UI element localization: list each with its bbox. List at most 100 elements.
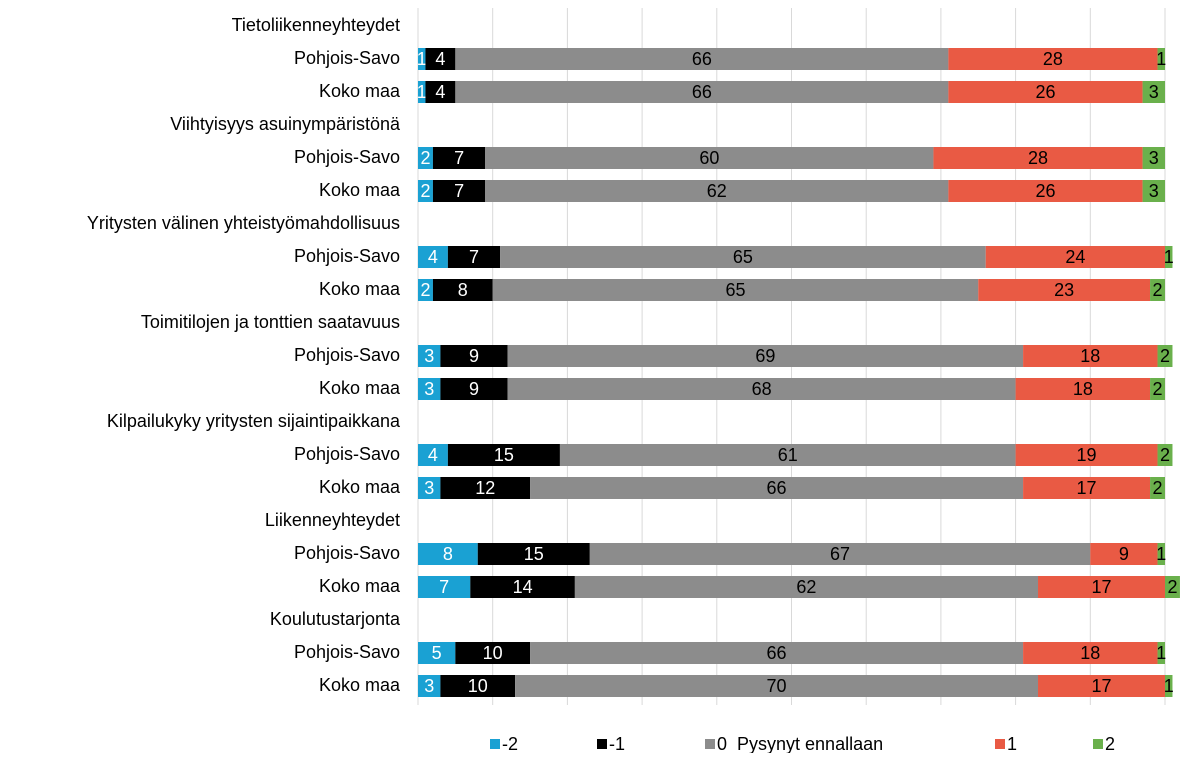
bar-segment [440,345,508,367]
bar-segment [1150,279,1165,301]
data-label: 1 [1156,643,1166,663]
legend-label: 1 [1007,734,1017,753]
data-label: 2 [1153,379,1163,399]
y-tick-label: Koko maa [319,378,401,398]
data-label: 66 [767,643,787,663]
legend-swatch [597,739,607,749]
data-label: 69 [755,346,775,366]
bar-segment [418,345,441,367]
bar-segment [1023,642,1158,664]
data-label: 15 [524,544,544,564]
y-tick-label: Pohjois-Savo [294,642,400,662]
bar-segment [500,246,986,268]
y-tick-label: Pohjois-Savo [294,444,400,464]
data-label: 24 [1065,247,1085,267]
bar-segment [418,180,433,202]
bar-segment [1157,444,1173,466]
legend-label: 0 Pysynyt ennallaan [717,734,883,753]
data-label: 5 [432,643,442,663]
bar-segment [1038,675,1165,697]
bar-segment [440,378,508,400]
data-label: 1 [417,49,427,69]
data-label: 2 [1167,577,1177,597]
data-label: 14 [513,577,533,597]
data-label: 17 [1091,577,1111,597]
data-label: 70 [767,676,787,696]
data-label: 2 [420,280,430,300]
data-label: 10 [483,643,503,663]
data-label: 28 [1028,148,1048,168]
data-label: 23 [1054,280,1074,300]
bar-segment [933,147,1143,169]
bar-segment [432,180,486,202]
y-tick-label: Koko maa [319,576,401,596]
data-label: 62 [707,181,727,201]
legend-label: 2 [1105,734,1115,753]
y-tick-label: Koko maa [319,279,401,299]
data-label: 4 [428,247,438,267]
data-label: 1 [417,82,427,102]
y-tick-label: Tietoliikenneyhteydet [232,15,400,35]
bar-segment [1157,48,1165,70]
bar-segment [515,675,1039,697]
data-label: 19 [1077,445,1097,465]
y-tick-label: Viihtyisyys asuinympäristönä [170,114,401,134]
data-label: 9 [469,346,479,366]
bar-segment [1165,675,1173,697]
data-label: 3 [1149,148,1159,168]
data-label: 9 [1119,544,1129,564]
bar-segment [1142,180,1165,202]
bar-segment [418,246,448,268]
data-label: 2 [1160,445,1170,465]
data-label: 68 [752,379,772,399]
bar-segment [1142,147,1165,169]
data-label: 15 [494,445,514,465]
bar-segment [455,642,531,664]
data-label: 2 [420,148,430,168]
data-label: 4 [435,82,445,102]
legend-label: -1 [609,734,625,753]
data-label: 1 [1164,676,1174,696]
bar-segment [1015,444,1158,466]
data-label: 3 [424,676,434,696]
y-tick-label: Kilpailukyky yritysten sijaintipaikkana [107,411,401,431]
bar-segment [948,81,1143,103]
bar-segment [978,279,1151,301]
bar-segment [1150,378,1165,400]
data-label: 3 [424,478,434,498]
data-label: 12 [475,478,495,498]
bar-segment [425,48,456,70]
y-tick-label: Toimitilojen ja tonttien saatavuus [141,312,400,332]
bar-segment [530,477,1024,499]
data-label: 26 [1035,82,1055,102]
y-tick-label: Pohjois-Savo [294,345,400,365]
bar-segment [1023,345,1158,367]
bar-segment [455,48,949,70]
bar-segment [485,180,949,202]
data-label: 3 [1149,181,1159,201]
data-label: 8 [458,280,468,300]
y-tick-label: Pohjois-Savo [294,543,400,563]
legend-swatch [1093,739,1103,749]
bar-segment [985,246,1165,268]
data-label: 60 [699,148,719,168]
data-label: 17 [1077,478,1097,498]
legend-swatch [995,739,1005,749]
bar-segment [418,477,441,499]
y-tick-label: Koko maa [319,675,401,695]
bar-segment [418,279,433,301]
y-tick-label: Pohjois-Savo [294,246,400,266]
bar-segment [1150,477,1165,499]
bar-segment [440,477,531,499]
data-label: 1 [1156,49,1166,69]
data-label: 2 [420,181,430,201]
y-tick-label: Liikenneyhteydet [265,510,400,530]
bar-segment [455,81,949,103]
y-tick-label: Koko maa [319,477,401,497]
data-label: 18 [1080,346,1100,366]
bar-segment [418,444,448,466]
bar-segment [1165,576,1180,598]
bar-segment [418,576,471,598]
data-label: 18 [1073,379,1093,399]
